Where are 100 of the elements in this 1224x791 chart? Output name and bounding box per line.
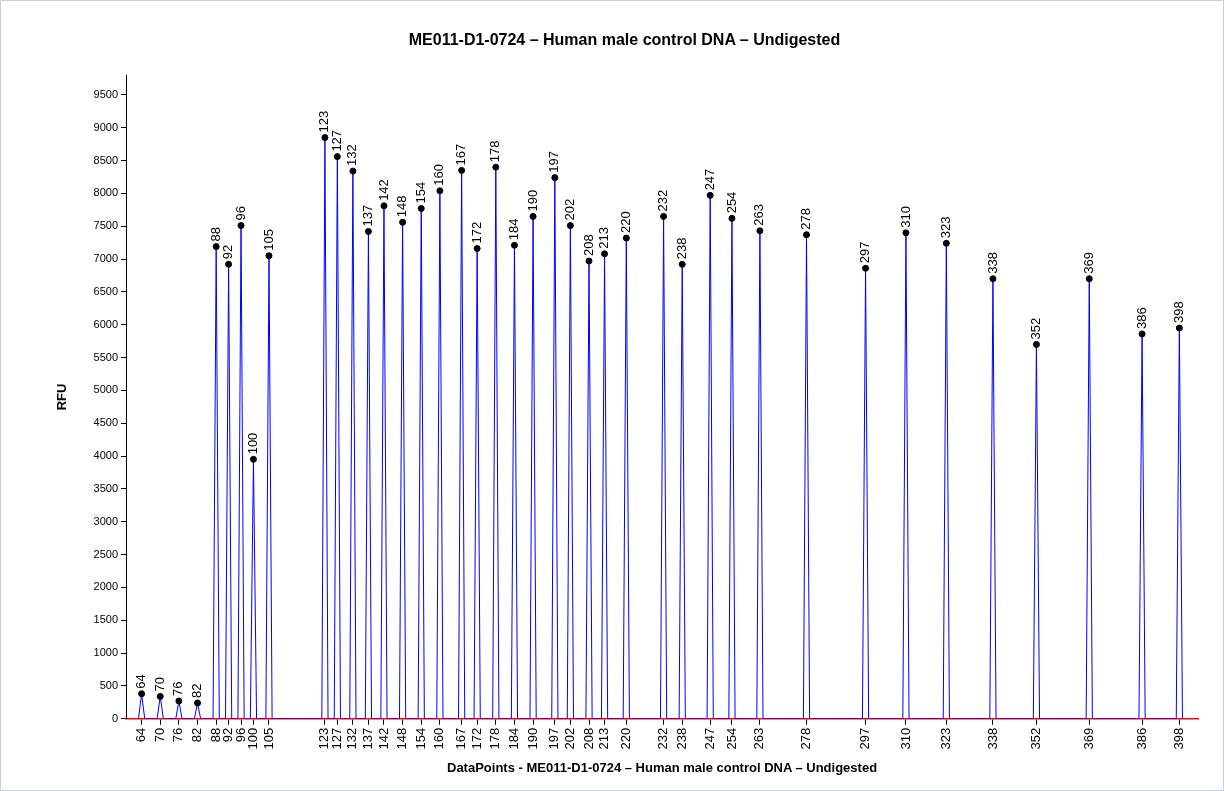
y-tick-label: 9000 xyxy=(93,120,119,133)
y-tick-label: 9500 xyxy=(93,87,119,100)
y-tick-label: 3000 xyxy=(93,514,119,527)
y-tick-label: 2000 xyxy=(93,580,119,593)
x-tick-label: 352 xyxy=(1028,727,1044,750)
x-tick-label: 338 xyxy=(984,727,1000,750)
annotation: 254 xyxy=(723,191,739,214)
chart-title: ME011-D1-0724 – Human male control DNA – Undigested xyxy=(408,31,841,49)
annotation: 352 xyxy=(1028,317,1044,340)
annotation: 64 xyxy=(133,674,149,689)
annotation: 338 xyxy=(984,252,1000,274)
point xyxy=(678,260,686,268)
point xyxy=(1175,324,1183,332)
annotation: 220 xyxy=(617,211,633,234)
x-tick-label: 232 xyxy=(655,727,671,750)
x-tick-label: 278 xyxy=(798,727,814,750)
annotation: 160 xyxy=(431,164,447,186)
annotation: 386 xyxy=(1133,307,1149,329)
x-tick-label: 323 xyxy=(937,727,953,750)
x-tick-label: 88 xyxy=(207,727,223,743)
y-axis-title: RFU xyxy=(54,383,70,411)
y-tick-label: 6000 xyxy=(93,317,119,330)
x-tick-label: 386 xyxy=(1133,727,1149,750)
annotation: 247 xyxy=(701,168,717,191)
y-tick-label: 8500 xyxy=(93,153,119,166)
x-tick-label: 76 xyxy=(170,727,186,743)
point xyxy=(1032,340,1040,348)
x-tick-label: 82 xyxy=(189,727,205,743)
annotation: 142 xyxy=(375,179,391,201)
point xyxy=(1138,330,1146,338)
point xyxy=(364,227,372,235)
x-tick-label: 167 xyxy=(453,727,469,750)
point xyxy=(265,252,273,260)
annotation: 167 xyxy=(453,143,469,166)
annotation: 88 xyxy=(207,227,223,242)
x-tick-label: 220 xyxy=(617,727,633,750)
point xyxy=(175,697,183,705)
x-tick-label: 184 xyxy=(506,727,522,750)
x-tick-label: 70 xyxy=(151,727,167,743)
annotation: 100 xyxy=(245,432,261,455)
annotation: 310 xyxy=(897,206,913,228)
x-tick-label: 247 xyxy=(701,727,717,750)
x-tick-label: 398 xyxy=(1170,727,1186,750)
point xyxy=(225,260,233,268)
y-tick-label: 5000 xyxy=(93,383,119,396)
point xyxy=(529,212,537,220)
annotation: 154 xyxy=(412,181,428,204)
x-tick-label: 197 xyxy=(546,727,562,750)
x-tick-label: 137 xyxy=(360,727,375,750)
y-tick-label: 1500 xyxy=(93,613,119,626)
annotation: 208 xyxy=(580,234,596,257)
y-tick-label: 3500 xyxy=(93,481,119,494)
y-tick-label: 6500 xyxy=(93,284,119,297)
annotation: 184 xyxy=(506,218,522,241)
point xyxy=(585,257,593,265)
x-tick-label: 100 xyxy=(245,727,261,750)
annotation: 132 xyxy=(344,144,360,167)
point xyxy=(458,166,466,174)
x-tick-label: 178 xyxy=(487,727,503,750)
point xyxy=(156,692,164,700)
y-tick-label: 0 xyxy=(111,711,119,724)
annotation: 278 xyxy=(798,208,814,230)
point xyxy=(212,243,220,251)
y-tick-label: 4000 xyxy=(93,449,119,462)
point xyxy=(942,239,950,247)
annotation: 172 xyxy=(468,221,484,244)
point xyxy=(622,234,630,242)
x-tick-label: 297 xyxy=(857,727,873,750)
x-tick-label: 132 xyxy=(344,727,360,750)
annotation: 238 xyxy=(673,237,689,260)
x-tick-label: 213 xyxy=(596,727,612,750)
x-tick-label: 238 xyxy=(673,727,689,750)
point xyxy=(194,699,202,707)
x-tick-label: 263 xyxy=(751,727,767,750)
point xyxy=(601,250,609,258)
y-tick-label: 1000 xyxy=(93,646,119,659)
annotation: 178 xyxy=(487,140,503,163)
annotation: 190 xyxy=(524,189,540,212)
x-tick-label: 148 xyxy=(394,727,410,750)
x-tick-label: 310 xyxy=(897,727,913,750)
y-tick-label: 7500 xyxy=(93,219,119,232)
annotation: 263 xyxy=(751,204,767,226)
annotation: 197 xyxy=(546,150,562,173)
annotation: 297 xyxy=(857,241,873,264)
point xyxy=(333,153,341,161)
annotation: 202 xyxy=(561,198,577,221)
point xyxy=(237,222,245,230)
annotation: 232 xyxy=(655,189,671,212)
x-tick-label: 142 xyxy=(375,727,391,750)
point xyxy=(349,167,357,175)
x-tick-label: 369 xyxy=(1080,727,1096,750)
annotation: 369 xyxy=(1080,252,1096,274)
point xyxy=(756,227,764,235)
annotation: 323 xyxy=(937,216,953,239)
annotation: 213 xyxy=(596,227,612,249)
point xyxy=(249,455,257,463)
point xyxy=(989,275,997,283)
point xyxy=(862,264,870,272)
point xyxy=(803,231,811,239)
point xyxy=(436,187,444,195)
